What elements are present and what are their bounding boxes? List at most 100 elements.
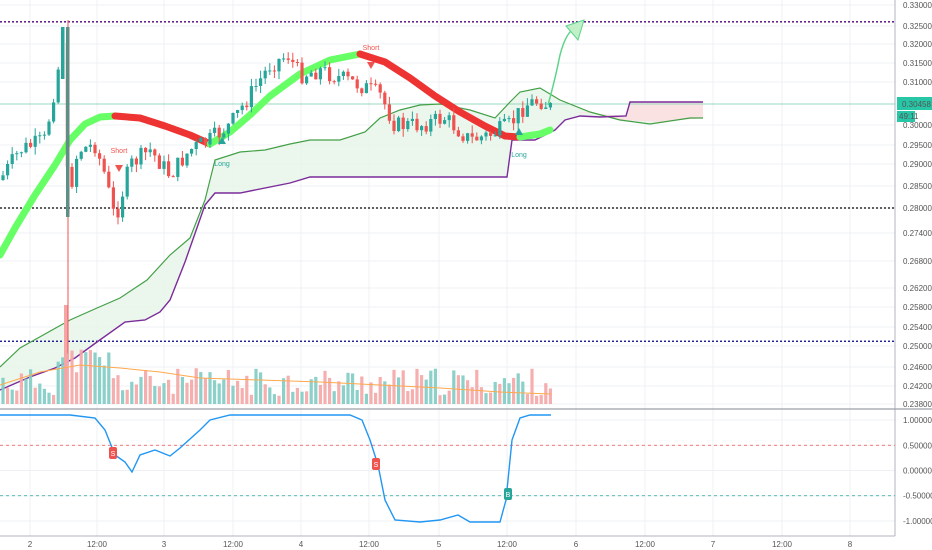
candle-body[interactable]: [116, 208, 120, 218]
candle-body[interactable]: [254, 85, 258, 87]
candle-body[interactable]: [429, 119, 433, 132]
candle-body[interactable]: [387, 104, 391, 121]
candle-body[interactable]: [98, 153, 102, 159]
candle-body[interactable]: [144, 147, 148, 153]
candle-body[interactable]: [272, 70, 276, 72]
candle-body[interactable]: [134, 158, 138, 165]
candle-body[interactable]: [314, 72, 318, 80]
candle-body[interactable]: [291, 59, 295, 62]
candle-body[interactable]: [268, 70, 272, 72]
candle-body[interactable]: [33, 135, 37, 147]
candle-body[interactable]: [61, 27, 65, 79]
candle-body[interactable]: [70, 166, 74, 187]
candle-body[interactable]: [328, 67, 332, 82]
candle-body[interactable]: [323, 67, 327, 69]
candle-body[interactable]: [447, 115, 451, 121]
candle-body[interactable]: [525, 105, 529, 117]
candle-body[interactable]: [6, 163, 10, 176]
candle-body[interactable]: [176, 157, 180, 177]
candle-body[interactable]: [535, 99, 539, 104]
candle-body[interactable]: [424, 126, 428, 132]
candle-body[interactable]: [222, 133, 226, 138]
candle-body[interactable]: [401, 117, 405, 130]
candle-body[interactable]: [259, 78, 263, 86]
candle-body[interactable]: [75, 158, 79, 187]
candle-body[interactable]: [484, 132, 488, 137]
candle-body[interactable]: [521, 108, 525, 117]
candle-body[interactable]: [130, 158, 134, 167]
candle-body[interactable]: [84, 146, 88, 152]
candle-body[interactable]: [199, 138, 203, 143]
candle-body[interactable]: [102, 158, 106, 172]
candle-body[interactable]: [305, 76, 309, 84]
candle-body[interactable]: [374, 83, 378, 85]
candle-body[interactable]: [512, 118, 516, 124]
candle-body[interactable]: [194, 142, 198, 149]
candle-body[interactable]: [245, 105, 249, 108]
candle-body[interactable]: [162, 161, 166, 169]
candle-body[interactable]: [249, 86, 253, 108]
candle-body[interactable]: [88, 144, 92, 147]
candle-body[interactable]: [125, 166, 129, 197]
candle-body[interactable]: [24, 142, 28, 153]
candle-body[interactable]: [544, 107, 548, 109]
candle-body[interactable]: [171, 176, 175, 178]
candle-body[interactable]: [309, 72, 313, 77]
oscillator-line[interactable]: [0, 414, 551, 523]
candle-body[interactable]: [240, 105, 244, 111]
candle-body[interactable]: [38, 135, 42, 137]
candle-body[interactable]: [360, 88, 364, 94]
candle-body[interactable]: [406, 120, 410, 130]
candle-body[interactable]: [286, 58, 290, 60]
candle-body[interactable]: [226, 123, 230, 134]
candle-body[interactable]: [341, 71, 345, 77]
candle-body[interactable]: [346, 71, 350, 77]
candle-body[interactable]: [438, 113, 442, 124]
candle-body[interactable]: [493, 135, 497, 137]
candle-body[interactable]: [111, 187, 115, 209]
candle-body[interactable]: [516, 108, 520, 124]
candle-body[interactable]: [231, 112, 235, 124]
candle-body[interactable]: [369, 83, 373, 85]
candle-body[interactable]: [42, 134, 46, 136]
candle-body[interactable]: [47, 121, 51, 135]
candle-body[interactable]: [397, 117, 401, 132]
candle-body[interactable]: [79, 151, 83, 159]
candle-body[interactable]: [107, 171, 111, 188]
candle-body[interactable]: [185, 153, 189, 166]
candle-body[interactable]: [93, 144, 97, 154]
candle-body[interactable]: [539, 103, 543, 109]
candle-body[interactable]: [332, 81, 336, 83]
candle-body[interactable]: [277, 58, 281, 72]
candle-body[interactable]: [502, 118, 506, 122]
candle-body[interactable]: [1, 175, 5, 180]
candle-body[interactable]: [153, 149, 157, 156]
candle-body[interactable]: [456, 130, 460, 137]
candle-body[interactable]: [295, 61, 299, 63]
candle-body[interactable]: [15, 153, 19, 155]
candle-body[interactable]: [383, 92, 387, 105]
candle-body[interactable]: [479, 136, 483, 141]
candle-body[interactable]: [282, 58, 286, 60]
candle-body[interactable]: [337, 76, 341, 82]
candle-body[interactable]: [489, 132, 493, 136]
candle-body[interactable]: [300, 62, 304, 84]
candle-body[interactable]: [475, 136, 479, 141]
candle-body[interactable]: [410, 118, 414, 121]
candle-body[interactable]: [452, 115, 456, 131]
candle-body[interactable]: [208, 132, 212, 145]
candle-body[interactable]: [236, 110, 240, 113]
candle-body[interactable]: [203, 138, 207, 145]
candle-body[interactable]: [364, 83, 368, 94]
candle-body[interactable]: [52, 102, 56, 122]
candle-body[interactable]: [148, 149, 152, 153]
candle-body[interactable]: [19, 152, 23, 154]
candle-body[interactable]: [167, 161, 171, 177]
candle-body[interactable]: [507, 118, 511, 120]
candle-body[interactable]: [217, 127, 221, 138]
candle-body[interactable]: [355, 79, 359, 89]
candle-body[interactable]: [10, 154, 14, 164]
candle-body[interactable]: [139, 147, 143, 165]
candle-body[interactable]: [378, 84, 382, 93]
candle-body[interactable]: [433, 113, 437, 120]
